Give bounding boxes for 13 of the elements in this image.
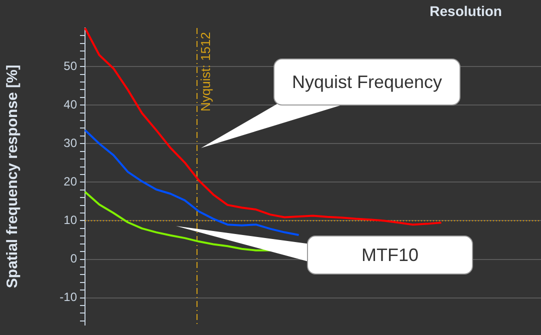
chart-title: Resolution — [430, 2, 502, 19]
y-tick-label: 10 — [64, 213, 78, 228]
annotation: Nyquist: 1512 — [198, 32, 214, 112]
y-tick-label: 0 — [70, 252, 78, 266]
y-axis-title: Spatial frequency response [%] — [4, 64, 22, 288]
y-tick-label: 40 — [64, 97, 78, 112]
annotation: MTF10 — [361, 244, 419, 265]
y-tick-label: 30 — [64, 136, 78, 150]
speech-bubble: MTF10 — [176, 226, 473, 274]
y-tick-label: 20 — [64, 174, 78, 188]
y-tick-label: 50 — [64, 58, 78, 73]
y-tick-label: -10 — [60, 290, 78, 304]
annotation: Nyquist Frequency — [292, 72, 442, 92]
